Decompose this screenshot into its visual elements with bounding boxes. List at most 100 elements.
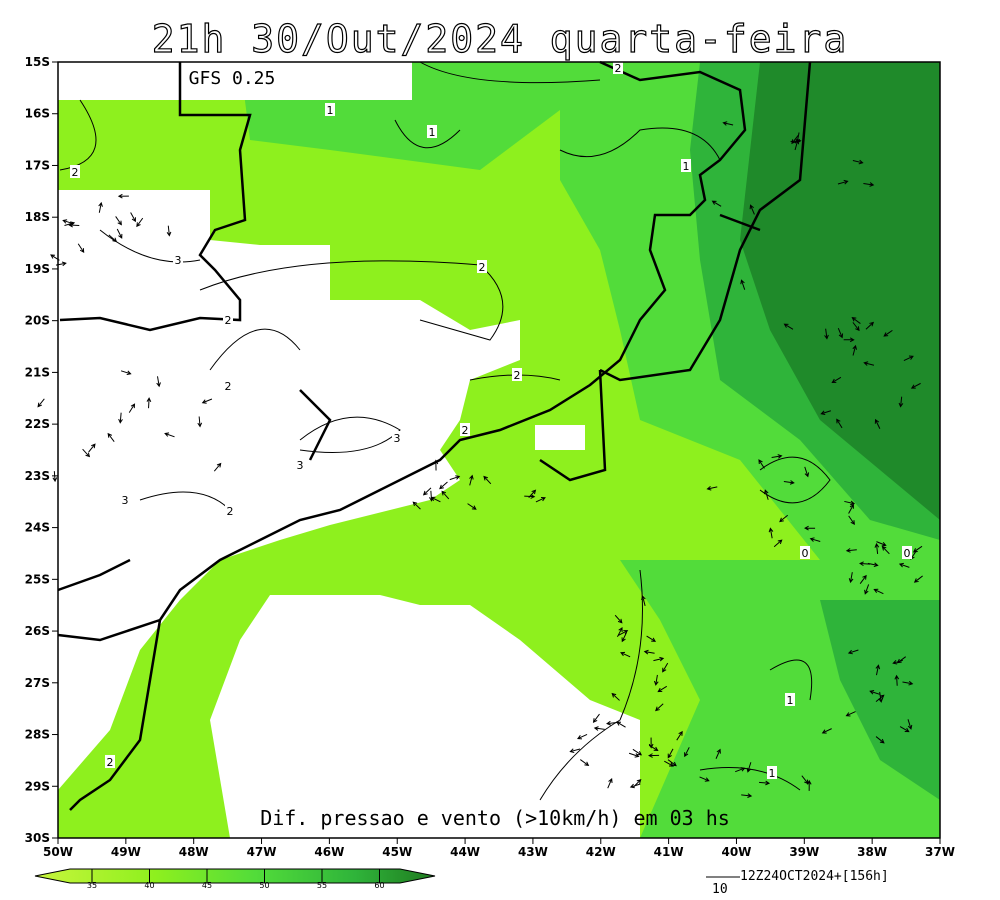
- contour-label-box: [512, 368, 522, 381]
- wind-arrow: [667, 759, 677, 767]
- wind-arrow: [874, 418, 881, 429]
- wind-arrow: [791, 135, 799, 145]
- wind-arrow: [749, 204, 755, 215]
- masked-land: [58, 190, 520, 790]
- wind-arrow: [851, 317, 861, 324]
- wind-arrow: [848, 515, 855, 525]
- wind-arrow: [653, 674, 659, 686]
- contour-label: 1: [683, 160, 690, 173]
- coastline: [57, 60, 812, 811]
- lon-label: 41W: [654, 845, 684, 859]
- wind-arrow: [876, 541, 887, 547]
- wind-arrow: [759, 780, 771, 786]
- contour-label: 2: [225, 380, 232, 393]
- contour-label-box: [120, 493, 130, 506]
- wind-arrow: [467, 503, 477, 510]
- wind-arrow: [136, 217, 144, 228]
- wind-arrow: [804, 525, 816, 531]
- wind-arrow: [875, 736, 885, 744]
- wind-arrow: [864, 584, 870, 595]
- lon-label: 40W: [721, 845, 751, 859]
- wind-arrow: [706, 485, 718, 491]
- wind-arrow: [824, 328, 829, 340]
- contour-label: 2: [225, 314, 232, 327]
- lat-label: 23S: [25, 469, 50, 483]
- wind-arrow: [809, 537, 821, 542]
- wind-arrow: [77, 243, 85, 254]
- contour-label-box: [295, 458, 305, 471]
- wind-arrow: [593, 726, 605, 731]
- contour-label: 0: [802, 547, 809, 560]
- wind-arrow: [878, 691, 884, 703]
- wind-arrow: [449, 475, 461, 481]
- wind-arrow: [428, 490, 434, 502]
- wind-arrow: [662, 662, 669, 673]
- contour-label: 2: [72, 166, 79, 179]
- wind-arrow: [902, 680, 914, 686]
- contour-label-box: [325, 103, 335, 116]
- colorbar-label: 55: [317, 881, 327, 890]
- wind-arrow: [820, 410, 831, 416]
- contour-label: 1: [787, 694, 794, 707]
- wind-arrow: [773, 539, 783, 548]
- wind-arrow: [863, 361, 875, 366]
- wind-arrow: [758, 459, 765, 469]
- contour-label-box: [225, 504, 235, 517]
- wind-arrow: [82, 448, 91, 458]
- wind-arrow: [881, 545, 890, 555]
- wind-arrow: [907, 719, 913, 730]
- wind-arrow: [869, 690, 880, 695]
- contour-label: 3: [122, 494, 129, 507]
- contour-label-box: [70, 165, 80, 178]
- wind-arrow: [628, 752, 640, 758]
- wind-arrow: [618, 630, 629, 636]
- contour-label-box: [785, 693, 795, 706]
- wind-arrow: [98, 201, 103, 213]
- wind-arrow: [848, 503, 854, 514]
- colorbar-label: 50: [259, 881, 269, 890]
- lat-label: 28S: [25, 728, 50, 742]
- colorbar-label: 40: [144, 881, 154, 890]
- model-box: [58, 62, 412, 100]
- wind-arrow: [837, 179, 849, 185]
- wind-arrow: [108, 234, 118, 243]
- lat-label: 18S: [25, 210, 50, 224]
- contour-label: 1: [327, 104, 334, 117]
- wind-arrow: [130, 212, 136, 223]
- lon-label: 42W: [586, 845, 616, 859]
- lon-label: 50W: [43, 845, 73, 859]
- wind-arrow: [779, 514, 789, 523]
- wind-arrow: [632, 748, 643, 756]
- wind-arrow: [768, 527, 774, 539]
- wind-arrow: [643, 649, 655, 655]
- wind-arrow: [116, 228, 123, 239]
- lon-label: 39W: [789, 845, 819, 859]
- wind-arrow: [648, 753, 660, 758]
- wind-arrow: [535, 496, 546, 503]
- wind-arrow: [844, 500, 856, 506]
- wind-arrow: [740, 279, 746, 290]
- contour-label-box: [223, 379, 233, 392]
- lat-label: 21S: [25, 365, 50, 379]
- wind-arrow: [213, 462, 222, 472]
- wind-arrow: [867, 562, 879, 568]
- wind-arrow: [166, 225, 172, 237]
- wind-arrow: [197, 416, 203, 428]
- wind-arrow: [620, 651, 631, 658]
- contour-label: 2: [227, 505, 234, 518]
- model-label: GFS 0.25: [189, 68, 276, 89]
- wind-arrow: [439, 481, 448, 490]
- wind-arrow: [873, 588, 884, 595]
- wind-arrow: [852, 322, 860, 332]
- wind-arrow: [156, 376, 161, 388]
- colorbar-label: 60: [374, 881, 384, 890]
- wind-arrow: [676, 730, 683, 741]
- wind-arrow: [128, 403, 136, 413]
- run-label: 12Z24OCT2024+[156h]: [740, 869, 889, 884]
- lon-label: 38W: [857, 845, 887, 859]
- wind-arrow: [641, 595, 646, 606]
- wind-arrow: [569, 748, 581, 753]
- wind-arrow: [912, 545, 923, 553]
- wind-arrow: [201, 398, 213, 404]
- contour-label: 1: [429, 126, 436, 139]
